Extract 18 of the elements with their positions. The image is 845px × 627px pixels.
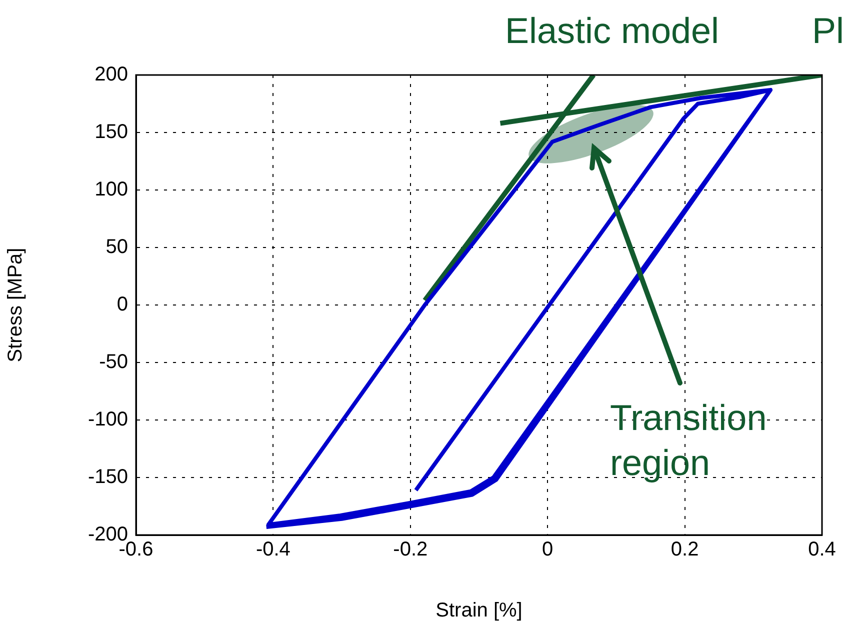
- text: Elastic model: [504, 10, 720, 51]
- y-axis-title: Stress [MPa]: [4, 248, 27, 362]
- y-tick-label: -50: [99, 351, 128, 374]
- x-axis-title: Strain [%]: [436, 600, 522, 622]
- y-tick-label: 0: [116, 294, 128, 316]
- y-tick-label: 50: [106, 236, 128, 258]
- y-tick-label: -150: [88, 466, 128, 488]
- x-tick-label: 0.2: [670, 538, 699, 561]
- x-tick-label: 0: [542, 538, 554, 561]
- y-tick-label: 100: [94, 178, 128, 201]
- y-tick-label: 200: [94, 64, 128, 86]
- x-tick-label: 0.4: [808, 538, 836, 561]
- x-tick-label: -0.4: [256, 538, 290, 561]
- y-tick-label: -100: [88, 408, 128, 431]
- y-tick-label: 150: [94, 121, 128, 144]
- annotation: Transition region: [610, 396, 767, 483]
- text: Pl: [812, 10, 844, 51]
- x-tick-label: -0.2: [393, 538, 428, 561]
